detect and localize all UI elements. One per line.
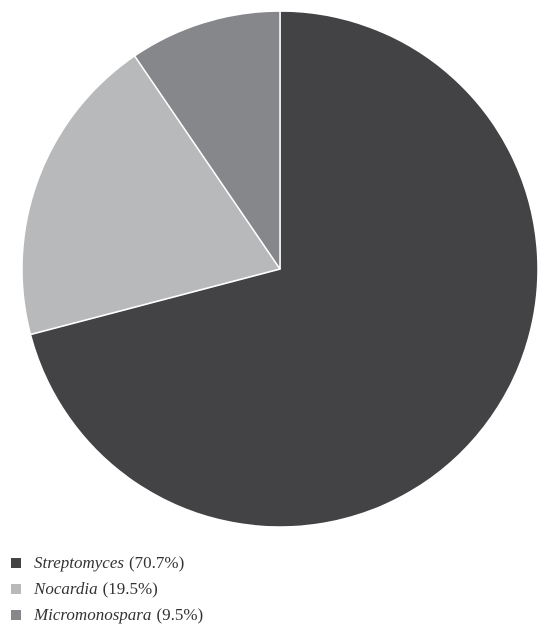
- legend-item-nocardia: Nocardia (19.5%): [11, 576, 203, 602]
- pie-slice-streptomyces: [29, 10, 539, 528]
- legend-label-streptomyces: Streptomyces: [34, 553, 125, 572]
- pie-chart: [21, 10, 539, 528]
- pie-slice-nocardia: [21, 55, 281, 336]
- legend-swatch-nocardia: [11, 584, 21, 594]
- legend-percent-streptomyces: (70.7%): [129, 553, 185, 572]
- legend-label-micromonospara: Micromonospara: [34, 605, 152, 624]
- legend-label-nocardia: Nocardia: [34, 579, 98, 598]
- legend-item-micromonospara: Micromonospara (9.5%): [11, 602, 203, 628]
- legend-swatch-streptomyces: [11, 558, 21, 568]
- legend-item-streptomyces: Streptomyces (70.7%): [11, 550, 203, 576]
- legend-percent-nocardia: (19.5%): [102, 579, 158, 598]
- chart-legend: Streptomyces (70.7%) Nocardia (19.5%) Mi…: [11, 550, 203, 628]
- legend-percent-micromonospara: (9.5%): [156, 605, 204, 624]
- legend-swatch-micromonospara: [11, 610, 21, 620]
- pie-slice-micromonospara: [133, 10, 281, 270]
